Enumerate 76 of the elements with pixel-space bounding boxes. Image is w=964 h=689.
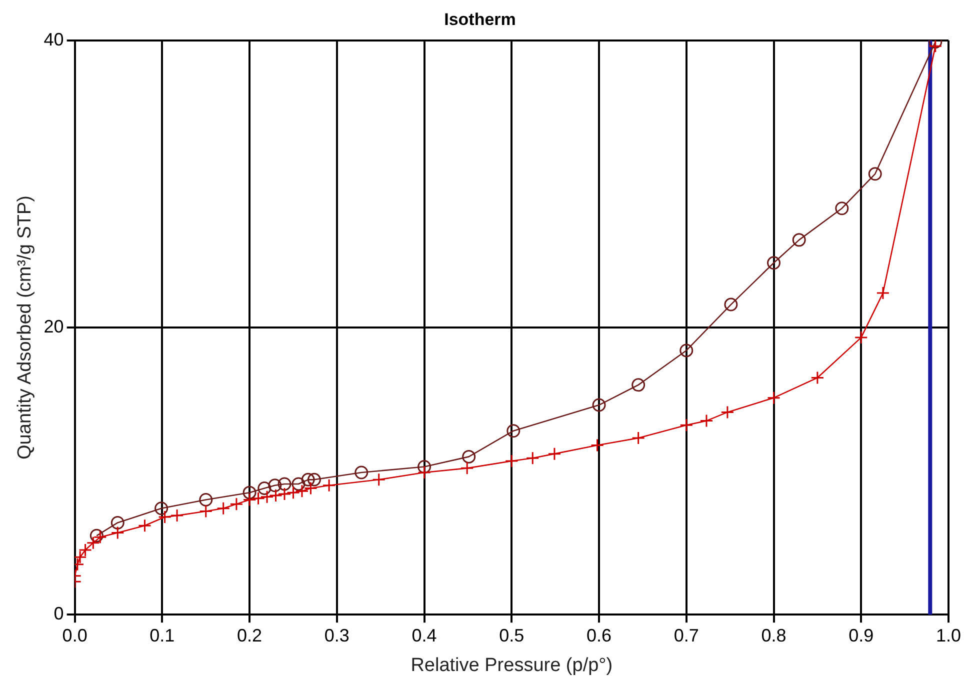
point <box>292 477 306 491</box>
x-tick-label: 0.2 <box>237 625 262 646</box>
point <box>854 330 868 344</box>
point <box>307 472 321 486</box>
point <box>138 518 152 532</box>
point <box>462 450 476 464</box>
point <box>632 378 646 392</box>
point <box>592 398 606 412</box>
point <box>868 167 882 181</box>
point <box>110 516 124 530</box>
point <box>724 298 738 312</box>
y-tick-label: 40 <box>44 29 64 50</box>
point <box>548 447 562 461</box>
x-tick-label: 0.3 <box>324 625 350 646</box>
point <box>354 466 368 480</box>
point <box>158 510 172 524</box>
point <box>242 493 256 507</box>
point <box>526 451 540 465</box>
point <box>90 528 104 542</box>
point <box>86 536 100 550</box>
point <box>154 502 168 516</box>
point <box>216 502 230 516</box>
point <box>242 486 256 500</box>
point <box>74 550 87 564</box>
point <box>372 472 386 486</box>
point <box>268 478 282 492</box>
point <box>110 526 124 540</box>
point <box>792 233 806 247</box>
y-tick-label: 0 <box>54 604 64 624</box>
point <box>170 508 184 522</box>
x-tick-label: 0.8 <box>761 625 786 646</box>
x-tick-label: 0.1 <box>150 625 175 646</box>
point <box>93 530 107 544</box>
point <box>700 414 714 428</box>
x-tick-label: 0.7 <box>674 625 699 646</box>
point <box>767 391 781 405</box>
point <box>295 484 309 498</box>
chart-title: Isotherm <box>444 10 516 29</box>
x-tick-label: 0.9 <box>848 625 874 646</box>
x-tick-label: 1.0 <box>936 625 962 646</box>
point <box>286 486 300 500</box>
point <box>928 40 942 53</box>
x-axis-title: Relative Pressure (p/p°) <box>410 654 613 676</box>
point <box>252 492 266 506</box>
point <box>632 431 646 445</box>
point <box>418 460 432 474</box>
point <box>322 478 336 492</box>
point <box>680 418 694 432</box>
point <box>199 493 213 507</box>
point <box>230 497 244 511</box>
point <box>258 482 272 496</box>
x-tick-label: 0.5 <box>499 625 524 646</box>
point <box>835 202 849 216</box>
point <box>199 504 213 518</box>
point <box>78 543 92 557</box>
point <box>590 438 604 452</box>
x-tick-label: 0.6 <box>586 625 612 646</box>
point <box>269 488 283 502</box>
point <box>460 461 474 475</box>
point <box>876 286 890 300</box>
point <box>418 466 432 480</box>
point <box>278 477 292 491</box>
point <box>680 344 694 358</box>
point <box>304 482 318 496</box>
point <box>260 490 274 504</box>
point <box>278 487 292 501</box>
point <box>504 454 518 468</box>
x-tick-label: 0.4 <box>412 625 437 646</box>
point <box>506 424 520 438</box>
y-axis-title: Quantity Adsorbed (cm³/g STP) <box>14 196 36 460</box>
point <box>301 472 315 486</box>
y-tick-label: 20 <box>44 316 64 336</box>
x-tick-label: 0.0 <box>62 625 88 646</box>
point <box>767 256 781 270</box>
point <box>720 405 734 419</box>
point <box>810 370 824 384</box>
